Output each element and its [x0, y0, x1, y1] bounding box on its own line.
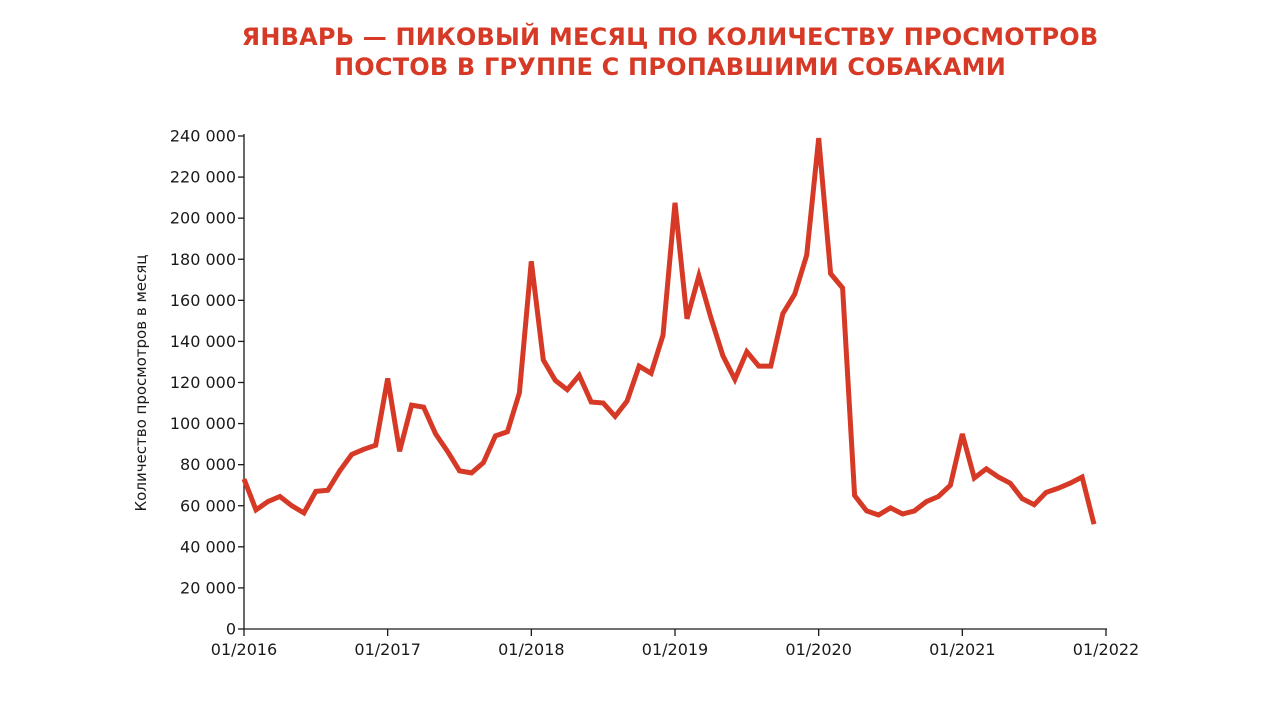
x-axis: 01/2016 01/2017 01/2018 01/2019 01/2020 01/20…: [211, 628, 1139, 659]
x-tick-label: 01/2021: [929, 640, 995, 659]
y-tick-label: 60 000: [180, 496, 236, 515]
y-tick-label: 200 000: [170, 209, 236, 228]
chart-title: ЯНВАРЬ — ПИКОВЫЙ МЕСЯЦ ПО КОЛИЧЕСТВУ ПРО…: [0, 22, 1280, 82]
x-tick-label: 01/2018: [498, 640, 564, 659]
y-axis-label: Количество просмотров в месяц: [132, 255, 150, 512]
y-tick-label: 120 000: [170, 373, 236, 392]
chart-title-line-1: ЯНВАРЬ — ПИКОВЫЙ МЕСЯЦ ПО КОЛИЧЕСТВУ ПРО…: [241, 23, 1099, 51]
y-tick-label: 140 000: [170, 332, 236, 351]
y-tick-label: 20 000: [180, 578, 236, 597]
y-axis: 0 20 000 40 000 60 000 80 000 100 000 120 000 1…: [170, 127, 245, 639]
x-tick-label: 01/2020: [785, 640, 851, 659]
chart-title-line-2: ПОСТОВ В ГРУППЕ С ПРОПАВШИМИ СОБАКАМИ: [334, 53, 1006, 81]
y-tick-label: 100 000: [170, 414, 236, 433]
y-tick-label: 160 000: [170, 291, 236, 310]
x-tick-label: 01/2019: [642, 640, 708, 659]
series-line: [241, 137, 1097, 525]
y-tick-label: 0: [226, 620, 236, 639]
y-tick-label: 40 000: [180, 537, 236, 556]
y-tick-label: 180 000: [170, 250, 236, 269]
x-tick-label: 01/2017: [354, 640, 420, 659]
y-tick-label: 240 000: [170, 127, 236, 146]
y-tick-label: 220 000: [170, 168, 236, 187]
x-tick-label: 01/2022: [1073, 640, 1139, 659]
x-tick-label: 01/2016: [211, 640, 277, 659]
series-layer: [241, 137, 1097, 525]
y-tick-label: 80 000: [180, 455, 236, 474]
